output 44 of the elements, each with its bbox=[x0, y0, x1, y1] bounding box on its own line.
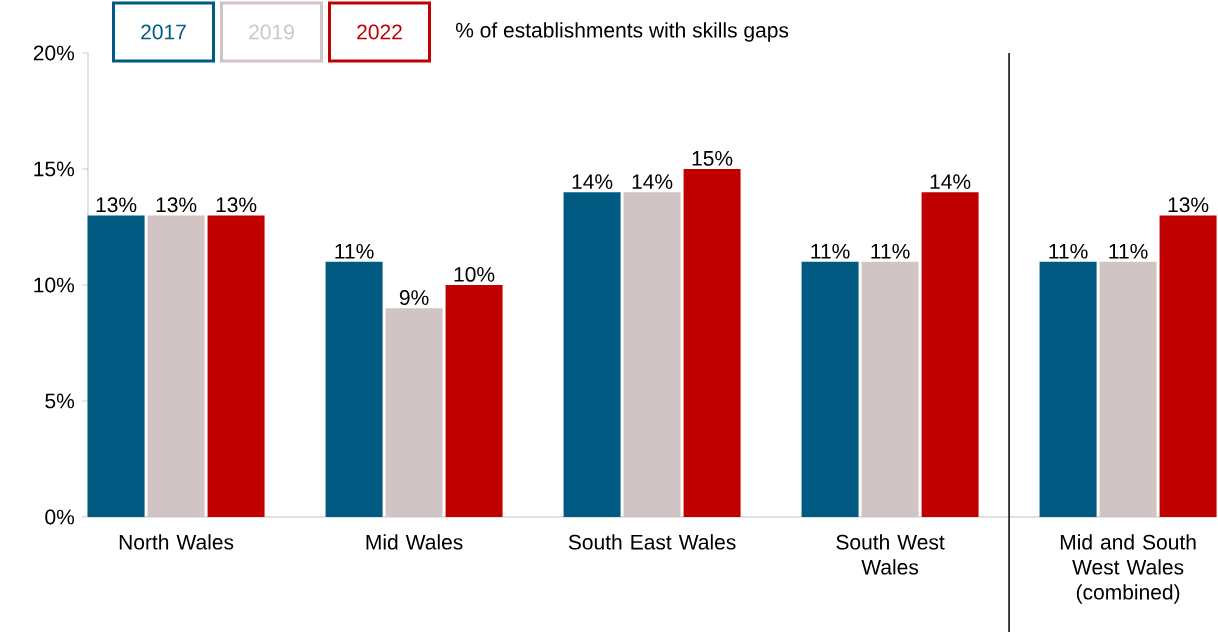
data-label: 13% bbox=[156, 197, 197, 213]
data-label: 11% bbox=[1109, 243, 1148, 259]
bar bbox=[87, 215, 145, 517]
text: 2022 bbox=[357, 24, 402, 40]
data-label: 10% bbox=[454, 266, 495, 282]
bar bbox=[623, 192, 681, 517]
chart-title: % of establishments with skills gaps bbox=[455, 22, 789, 42]
data-label: 14% bbox=[632, 174, 673, 189]
bar bbox=[683, 168, 741, 517]
bar bbox=[1159, 215, 1217, 517]
data-label: 13% bbox=[1168, 197, 1209, 213]
data-label: 13% bbox=[96, 197, 137, 213]
x-tick-label: South East Wales bbox=[568, 534, 736, 550]
text: 2019 bbox=[249, 24, 294, 40]
x-tick-label: Mid Wales bbox=[366, 534, 463, 550]
data-label: 9% bbox=[399, 290, 429, 305]
y-tick-label: 10% bbox=[34, 277, 75, 293]
data-label: 15% bbox=[692, 151, 733, 166]
text: 2017 bbox=[141, 24, 186, 40]
data-label: 14% bbox=[930, 174, 971, 189]
data-label: 11% bbox=[335, 243, 374, 259]
data-label: 13% bbox=[216, 197, 257, 213]
bar bbox=[921, 192, 979, 517]
bar bbox=[147, 215, 205, 517]
data-label: 11% bbox=[811, 243, 850, 259]
bar bbox=[1099, 261, 1157, 517]
data-label: 11% bbox=[871, 243, 910, 259]
y-tick-label: 0% bbox=[45, 509, 75, 525]
bar bbox=[861, 261, 919, 517]
y-tick-label: 20% bbox=[33, 45, 75, 61]
bar bbox=[801, 261, 859, 517]
bar bbox=[207, 215, 265, 517]
x-tick-label: South West Wales bbox=[836, 534, 945, 575]
x-tick-label: North Wales bbox=[119, 534, 234, 550]
x-tick-label: Mid and South West Wales (combined) bbox=[1060, 534, 1196, 604]
y-tick-label: 15% bbox=[34, 161, 75, 177]
bar bbox=[563, 192, 621, 517]
bar bbox=[385, 308, 443, 517]
data-label: 14% bbox=[572, 174, 613, 189]
bar bbox=[445, 284, 503, 517]
data-label: 11% bbox=[1049, 243, 1088, 259]
bar bbox=[325, 261, 383, 517]
bar bbox=[1039, 261, 1097, 517]
y-tick-label: 5% bbox=[45, 393, 75, 409]
